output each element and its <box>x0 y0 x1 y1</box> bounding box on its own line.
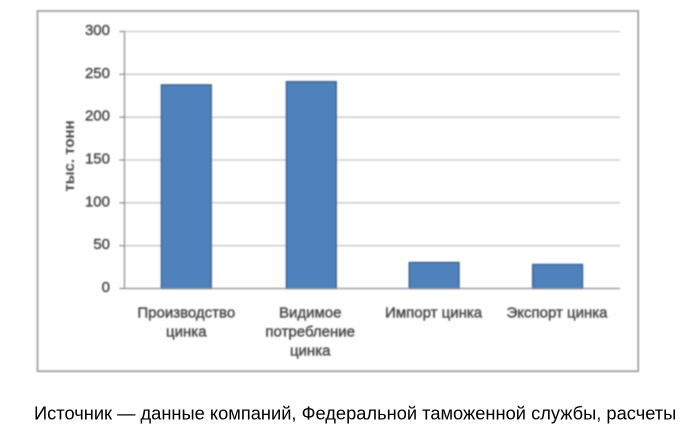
svg-text:Видимое: Видимое <box>279 304 342 321</box>
svg-text:0: 0 <box>102 279 110 296</box>
svg-text:200: 200 <box>85 108 110 125</box>
svg-text:250: 250 <box>85 65 110 82</box>
svg-text:цинка: цинка <box>166 324 207 341</box>
svg-text:50: 50 <box>93 236 110 253</box>
svg-text:150: 150 <box>85 151 110 168</box>
svg-text:Импорт цинка: Импорт цинка <box>385 304 483 321</box>
svg-text:тыс. тонн: тыс. тонн <box>61 120 78 191</box>
svg-text:потребление: потребление <box>265 324 355 341</box>
svg-text:цинка: цинка <box>290 343 331 360</box>
svg-text:Производство: Производство <box>137 304 235 321</box>
svg-text:100: 100 <box>85 193 110 210</box>
svg-text:300: 300 <box>85 22 110 39</box>
svg-text:Источник — данные компаний, Фе: Источник — данные компаний, Федеральной … <box>34 403 676 424</box>
svg-text:Экспорт цинка: Экспорт цинка <box>506 304 608 321</box>
